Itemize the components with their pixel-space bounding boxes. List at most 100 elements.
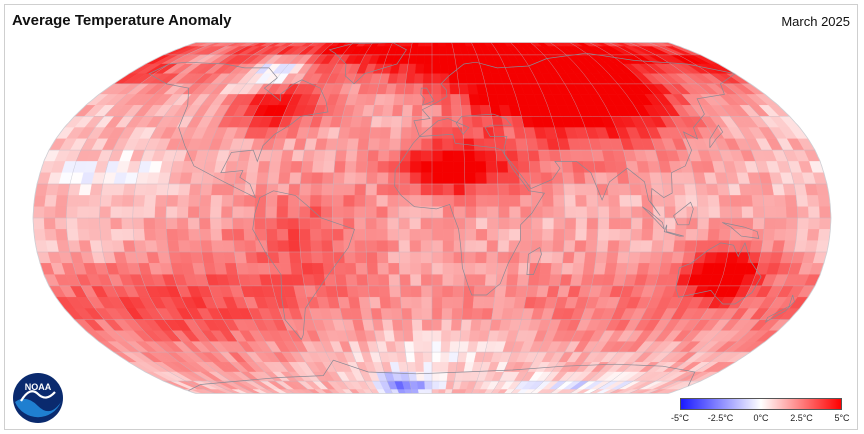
anomaly-cell — [496, 161, 509, 173]
anomaly-cell — [346, 138, 360, 151]
anomaly-cell — [413, 396, 420, 400]
anomaly-cell — [420, 240, 433, 253]
anomaly-cell — [423, 362, 433, 373]
anomaly-cell — [276, 229, 289, 241]
anomaly-cell — [300, 172, 313, 185]
anomaly-cell — [574, 183, 587, 196]
anomaly-cell — [211, 183, 224, 196]
anomaly-cell — [332, 240, 345, 253]
anomaly-cell — [376, 229, 389, 241]
anomaly-cell — [562, 251, 575, 264]
anomaly-cell — [627, 396, 648, 400]
anomaly-cell — [465, 206, 477, 219]
anomaly-cell — [360, 308, 373, 320]
anomaly-cell — [357, 138, 370, 151]
anomaly-cell — [287, 229, 300, 241]
anomaly-cell — [727, 183, 742, 196]
anomaly-cell — [628, 389, 653, 394]
anomaly-cell — [385, 83, 397, 95]
anomaly-cell — [420, 183, 433, 196]
anomaly-cell — [300, 251, 313, 264]
anomaly-cell — [573, 172, 586, 185]
anomaly-cell — [333, 161, 346, 173]
anomaly-cell — [346, 285, 360, 298]
coastline — [526, 247, 542, 275]
anomaly-cell — [122, 240, 137, 253]
anomaly-cell — [409, 195, 422, 207]
anomaly-cell — [409, 161, 422, 173]
color-legend: -5°C -2.5°C 0°C 2.5°C 5°C — [671, 398, 850, 428]
anomaly-cell — [442, 172, 455, 185]
anomaly-cell — [497, 251, 510, 264]
anomaly-cell — [218, 389, 242, 394]
anomaly-cell — [550, 35, 565, 39]
anomaly-cell — [377, 161, 390, 173]
anomaly-cell — [77, 229, 91, 241]
map-title: Average Temperature Anomaly — [12, 12, 232, 29]
anomaly-cell — [605, 172, 619, 185]
anomaly-cell — [248, 35, 267, 39]
anomaly-cell — [43, 217, 56, 230]
anomaly-cell — [199, 217, 211, 230]
anomaly-cell — [636, 161, 650, 173]
legend-tick-pos-mid: 2.5°C — [790, 413, 813, 423]
anomaly-cell — [293, 389, 313, 394]
anomaly-cell — [452, 285, 465, 298]
anomaly-cell — [143, 229, 157, 241]
anomaly-cell — [561, 161, 574, 173]
anomaly-cell — [453, 217, 466, 230]
anomaly-cell — [484, 149, 497, 162]
anomaly-cell — [222, 240, 235, 253]
anomaly-cell — [684, 240, 698, 253]
anomaly-cell — [638, 35, 660, 39]
anomaly-cell — [345, 274, 358, 287]
anomaly-cell — [365, 217, 377, 230]
anomaly-cell — [343, 206, 355, 219]
anomaly-cell — [515, 138, 529, 151]
anomaly-cell — [784, 195, 798, 207]
anomaly-cell — [475, 195, 488, 207]
anomaly-cell — [431, 351, 442, 363]
anomaly-cell — [574, 35, 591, 39]
anomaly-cell — [354, 183, 367, 196]
anomaly-cell — [785, 217, 798, 230]
anomaly-cell — [544, 396, 559, 400]
anomaly-cell — [424, 389, 433, 394]
anomaly-cell — [88, 217, 101, 230]
anomaly-cell — [562, 35, 578, 39]
anomaly-cell — [165, 206, 178, 219]
anomaly-cell — [99, 217, 112, 230]
anomaly-cell — [421, 319, 433, 331]
anomaly-cell — [561, 263, 574, 275]
anomaly-cell — [597, 229, 610, 241]
anomaly-cell — [752, 206, 765, 219]
anomaly-cell — [497, 35, 508, 39]
anomaly-cell — [439, 362, 450, 373]
anomaly-cell — [452, 127, 464, 140]
anomaly-cell — [216, 396, 237, 400]
anomaly-cell — [479, 35, 489, 39]
anomaly-cell — [730, 206, 743, 219]
anomaly-cell — [538, 35, 552, 39]
anomaly-cell — [121, 195, 135, 207]
anomaly-cell — [229, 396, 249, 400]
anomaly-cell — [232, 229, 245, 241]
anomaly-cell — [223, 251, 237, 264]
anomaly-cell — [252, 389, 274, 394]
anomaly-cell — [448, 351, 459, 363]
anomaly-cell — [407, 35, 415, 39]
anomaly-cell — [431, 341, 442, 353]
anomaly-cell — [133, 183, 147, 196]
anomaly-cell — [332, 229, 344, 241]
anomaly-cell — [431, 183, 444, 196]
anomaly-cell — [390, 389, 401, 394]
anomaly-cell — [774, 217, 787, 230]
anomaly-cell — [442, 217, 455, 230]
anomaly-cell — [603, 396, 622, 400]
anomaly-cell — [111, 240, 126, 253]
anomaly-cell — [559, 149, 573, 162]
anomaly-cell — [491, 35, 502, 39]
anomaly-cell — [476, 217, 488, 230]
anomaly-cell — [556, 35, 572, 39]
